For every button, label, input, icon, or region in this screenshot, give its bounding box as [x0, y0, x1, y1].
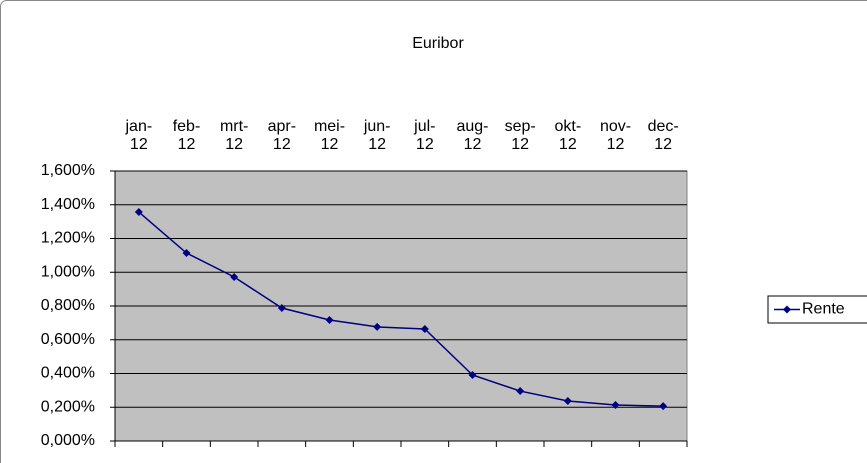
y-tick-label: 0,200%: [41, 398, 95, 415]
x-tick-label: sep-12: [504, 118, 536, 153]
legend-label: Rente: [802, 301, 845, 318]
x-tick-label: nov-12: [599, 118, 632, 153]
marker: [277, 304, 286, 313]
marker: [325, 316, 334, 325]
marker: [516, 387, 525, 396]
y-tick-label: 1,000%: [41, 263, 95, 280]
marker: [468, 371, 477, 380]
x-tick-label: aug-12: [456, 118, 489, 153]
marker: [611, 401, 620, 410]
x-tick-label: jan-12: [125, 118, 153, 153]
x-tick-label: mei-12: [313, 118, 346, 153]
line: [138, 211, 664, 407]
x-tick-label: apr-12: [267, 118, 297, 153]
y-tick-label: 0,400%: [41, 365, 95, 382]
x-tick-label: jun-12: [363, 118, 391, 153]
marker: [230, 272, 239, 281]
x-tick-label: feb-12: [172, 118, 201, 153]
y-tick-label: 0,600%: [41, 331, 95, 348]
marker: [659, 402, 668, 411]
x-tick-label: jul-12: [414, 118, 436, 153]
x-tick-label: mrt-12: [219, 118, 249, 153]
marker: [563, 397, 572, 406]
y-tick-label: 1,600%: [41, 162, 95, 179]
y-tick-label: 0,800%: [41, 297, 95, 314]
marker: [373, 322, 382, 331]
legend-marker: [783, 305, 791, 314]
marker: [134, 208, 143, 217]
y-tick-label: 1,200%: [41, 230, 95, 247]
x-tick-label: dec-12: [647, 118, 679, 153]
marker: [182, 249, 191, 258]
chart-title: Euribor: [412, 35, 464, 52]
x-tick-label: okt-12: [554, 118, 582, 153]
marker: [420, 324, 429, 333]
y-tick-label: 0,000%: [41, 432, 95, 449]
y-tick-label: 1,400%: [41, 196, 95, 213]
